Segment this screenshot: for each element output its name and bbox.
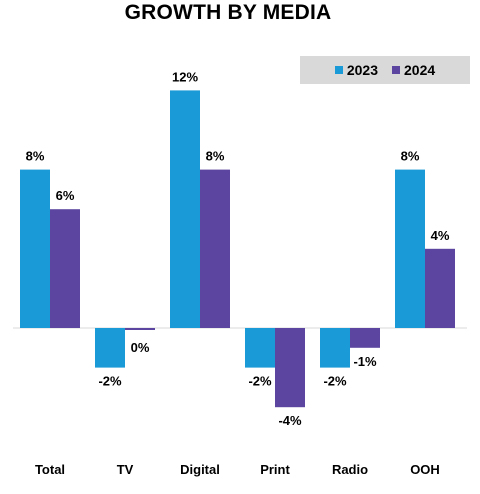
x-tick-label-print: Print — [260, 462, 290, 477]
x-tick-label-tv: TV — [117, 462, 134, 477]
bar-2024-tv — [125, 328, 155, 330]
data-label-2024-total: 6% — [56, 188, 75, 203]
data-label-2023-total: 8% — [26, 149, 45, 164]
data-label-2024-digital: 8% — [206, 149, 225, 164]
bar-2023-ooh — [395, 169, 425, 328]
legend-label-2024: 2024 — [404, 62, 436, 78]
data-label-2023-radio: -2% — [323, 374, 347, 389]
data-label-2023-digital: 12% — [172, 69, 198, 84]
x-tick-label-ooh: OOH — [410, 462, 440, 477]
legend-swatch-2024 — [392, 66, 400, 74]
bar-2023-print — [245, 328, 275, 368]
bar-2024-total — [50, 209, 80, 328]
data-label-2024-print: -4% — [278, 413, 302, 428]
bar-2023-radio — [320, 328, 350, 368]
legend-item-2023: 2023 — [334, 62, 378, 78]
data-label-2024-tv: 0% — [131, 340, 150, 355]
x-tick-label-total: Total — [35, 462, 65, 477]
bar-2024-radio — [350, 328, 380, 348]
x-tick-label-radio: Radio — [332, 462, 368, 477]
bar-2024-ooh — [425, 248, 455, 328]
data-label-2023-tv: -2% — [98, 374, 122, 389]
legend-label-2023: 2023 — [346, 62, 378, 78]
data-label-2023-ooh: 8% — [401, 149, 420, 164]
chart-title: GROWTH BY MEDIA — [124, 1, 332, 24]
data-label-2024-ooh: 4% — [431, 228, 450, 243]
x-tick-label-digital: Digital — [180, 462, 220, 477]
bar-2023-total — [20, 169, 50, 328]
legend-item-2024: 2024 — [392, 62, 435, 78]
data-label-2023-print: -2% — [248, 374, 272, 389]
bar-2024-digital — [200, 169, 230, 328]
bar-2023-tv — [95, 328, 125, 368]
bar-2024-print — [275, 328, 305, 408]
bar-2023-digital — [170, 90, 200, 329]
chart-legend: 2023 2024 — [300, 56, 470, 84]
data-label-2024-radio: -1% — [353, 354, 377, 369]
legend-swatch-2023 — [334, 66, 343, 74]
